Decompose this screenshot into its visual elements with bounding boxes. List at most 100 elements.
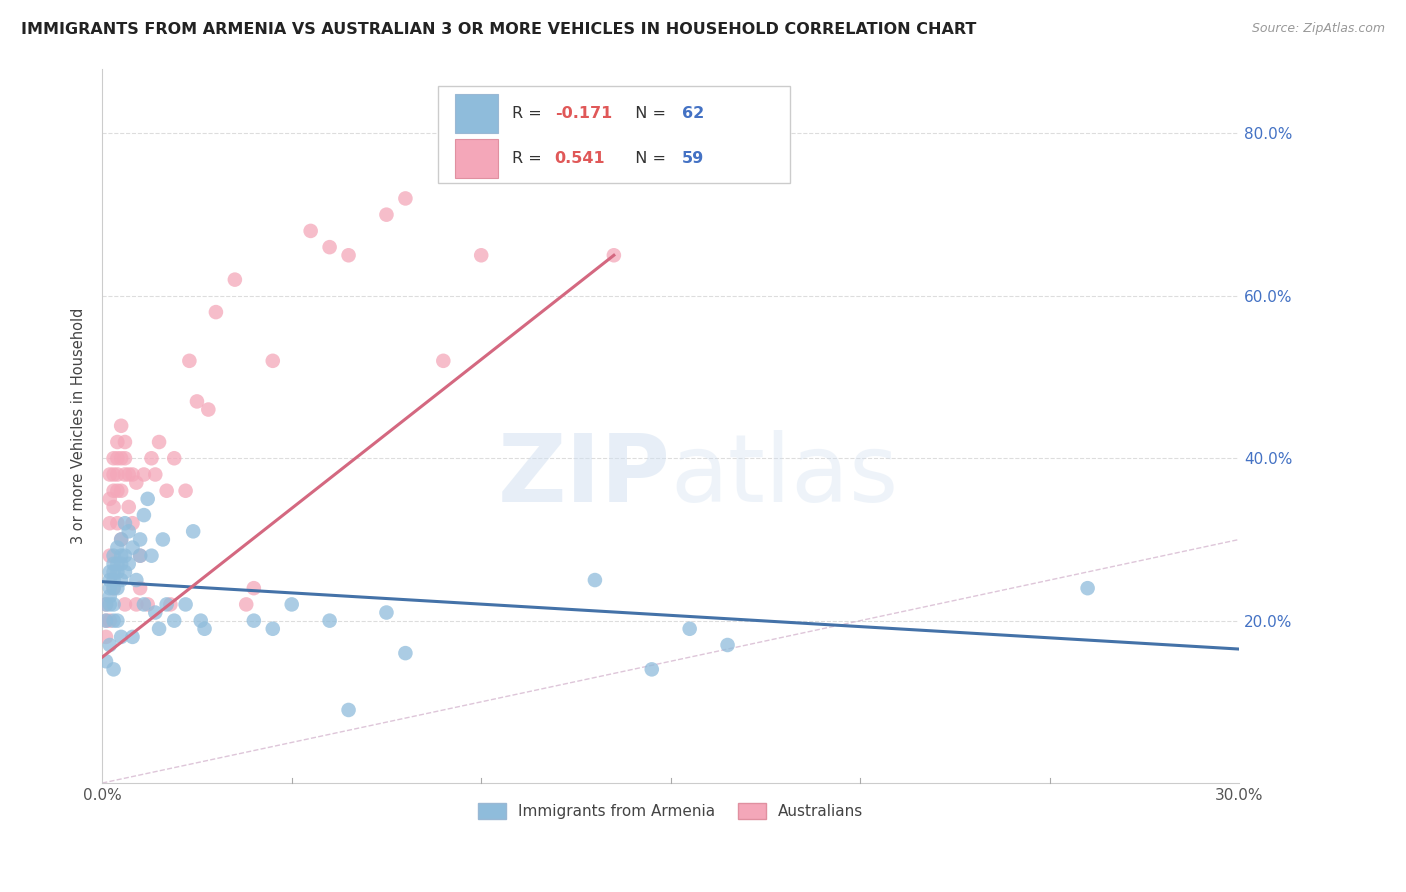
- Point: [94, 630, 117, 644]
- Point: [103, 557, 125, 571]
- Point: [243, 614, 266, 628]
- Point: [224, 272, 246, 286]
- Point: [181, 524, 204, 539]
- Point: [375, 606, 398, 620]
- Point: [105, 451, 128, 466]
- Point: [105, 483, 128, 498]
- Point: [121, 630, 143, 644]
- Point: [193, 622, 215, 636]
- Text: Source: ZipAtlas.com: Source: ZipAtlas.com: [1251, 22, 1385, 36]
- Point: [143, 606, 166, 620]
- Point: [129, 549, 152, 563]
- Text: 59: 59: [682, 152, 704, 166]
- Point: [121, 516, 143, 531]
- Point: [125, 573, 148, 587]
- Point: [318, 614, 340, 628]
- Y-axis label: 3 or more Vehicles in Household: 3 or more Vehicles in Household: [72, 308, 86, 544]
- Point: [110, 483, 132, 498]
- Point: [125, 598, 148, 612]
- Point: [110, 549, 132, 563]
- Point: [114, 467, 136, 482]
- Point: [280, 598, 302, 612]
- Point: [1077, 581, 1099, 595]
- Point: [121, 541, 143, 555]
- Text: atlas: atlas: [671, 430, 898, 522]
- Point: [179, 354, 201, 368]
- Point: [94, 614, 117, 628]
- Point: [375, 208, 398, 222]
- Point: [98, 565, 121, 579]
- Point: [716, 638, 738, 652]
- Point: [103, 614, 125, 628]
- Point: [262, 354, 284, 368]
- Text: IMMIGRANTS FROM ARMENIA VS AUSTRALIAN 3 OR MORE VEHICLES IN HOUSEHOLD CORRELATIO: IMMIGRANTS FROM ARMENIA VS AUSTRALIAN 3 …: [21, 22, 976, 37]
- Point: [148, 622, 170, 636]
- Point: [470, 248, 492, 262]
- Point: [262, 622, 284, 636]
- Point: [118, 524, 141, 539]
- Point: [603, 248, 626, 262]
- Point: [103, 549, 125, 563]
- Point: [159, 598, 181, 612]
- Point: [125, 475, 148, 490]
- Point: [105, 516, 128, 531]
- Point: [110, 418, 132, 433]
- Point: [337, 248, 360, 262]
- Point: [163, 614, 186, 628]
- Point: [394, 191, 416, 205]
- FancyBboxPatch shape: [454, 139, 498, 178]
- Point: [110, 533, 132, 547]
- Point: [94, 598, 117, 612]
- Legend: Immigrants from Armenia, Australians: Immigrants from Armenia, Australians: [472, 797, 869, 825]
- Text: N =: N =: [626, 106, 671, 121]
- Point: [98, 516, 121, 531]
- Point: [190, 614, 212, 628]
- Point: [186, 394, 208, 409]
- Point: [105, 557, 128, 571]
- Point: [105, 541, 128, 555]
- Point: [98, 598, 121, 612]
- Point: [114, 549, 136, 563]
- Point: [105, 581, 128, 595]
- Point: [136, 598, 159, 612]
- Point: [641, 662, 664, 676]
- Point: [98, 581, 121, 595]
- Point: [205, 305, 228, 319]
- Point: [103, 500, 125, 514]
- Point: [174, 598, 197, 612]
- Point: [98, 491, 121, 506]
- Text: 62: 62: [682, 106, 704, 121]
- Point: [105, 565, 128, 579]
- Point: [110, 557, 132, 571]
- Point: [132, 598, 155, 612]
- Point: [118, 467, 141, 482]
- Point: [141, 451, 163, 466]
- Point: [235, 598, 257, 612]
- Point: [148, 435, 170, 450]
- Point: [103, 467, 125, 482]
- Point: [98, 549, 121, 563]
- Point: [110, 451, 132, 466]
- Point: [129, 581, 152, 595]
- Point: [143, 467, 166, 482]
- Point: [105, 614, 128, 628]
- Point: [114, 598, 136, 612]
- Point: [105, 435, 128, 450]
- Point: [114, 516, 136, 531]
- Point: [136, 491, 159, 506]
- Point: [129, 533, 152, 547]
- Point: [163, 451, 186, 466]
- Point: [337, 703, 360, 717]
- Text: 0.541: 0.541: [555, 152, 606, 166]
- Point: [98, 638, 121, 652]
- Text: N =: N =: [626, 152, 671, 166]
- Point: [152, 533, 174, 547]
- Point: [156, 483, 179, 498]
- Point: [132, 508, 155, 522]
- Text: R =: R =: [512, 152, 547, 166]
- FancyBboxPatch shape: [454, 94, 498, 133]
- Point: [394, 646, 416, 660]
- Point: [114, 451, 136, 466]
- Point: [98, 589, 121, 603]
- Point: [318, 240, 340, 254]
